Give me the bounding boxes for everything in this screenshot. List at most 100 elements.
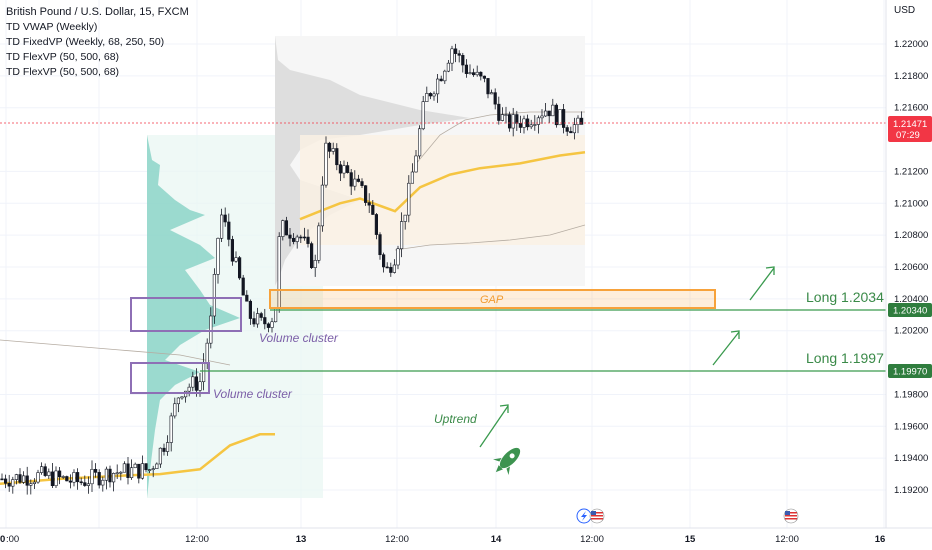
- candle-up: [198, 381, 202, 391]
- candle-down: [7, 483, 11, 487]
- candle-down: [345, 165, 350, 173]
- x-tick-label: 10: [0, 534, 5, 545]
- y-tick-label: 1.21000: [894, 198, 928, 209]
- us-flag-icon[interactable]: [783, 508, 799, 524]
- flash-event-icon[interactable]: [576, 508, 592, 524]
- candle-up: [533, 124, 537, 126]
- y-tick-label: 1.20200: [894, 326, 928, 337]
- candle-up: [209, 315, 213, 344]
- candle-up: [342, 165, 346, 174]
- candle-down: [461, 55, 465, 66]
- svg-text:1.21471: 1.21471: [893, 119, 927, 130]
- candle-up: [500, 114, 505, 121]
- candle-up: [216, 237, 220, 275]
- y-tick-label: 1.20600: [894, 262, 928, 273]
- candle-up: [353, 178, 357, 187]
- flexvp-band-2: [414, 111, 585, 166]
- y-tick-label: 1.20800: [894, 230, 928, 241]
- candle-down: [507, 114, 512, 129]
- candle-down: [76, 472, 80, 483]
- candle-up: [403, 214, 407, 222]
- candle-up: [320, 184, 325, 227]
- flexvp-lower-band: [394, 224, 586, 251]
- time-axis[interactable]: :0010 12:00 13 12:00 14 12:00 15 12:00 16: [0, 534, 885, 545]
- candle-down: [579, 117, 584, 125]
- volume-cluster-box-upper: [130, 297, 242, 332]
- us-flag-icon[interactable]: [589, 508, 605, 524]
- uptrend-arrows: [479, 266, 775, 448]
- candle-down: [479, 71, 483, 77]
- candle-up: [220, 214, 224, 239]
- vwap-segment: [299, 151, 586, 221]
- long-2-price-tag: 1.19970: [888, 364, 932, 378]
- indicator-flexvp-2[interactable]: TD FlexVP (50, 500, 68): [6, 66, 120, 78]
- candle-up: [122, 463, 126, 473]
- candle-up: [61, 476, 65, 478]
- candle-up: [205, 342, 209, 363]
- flexvp-upper-band: [0, 339, 231, 366]
- candle-up: [468, 72, 472, 74]
- candle-up: [234, 257, 238, 262]
- candle-up: [133, 463, 137, 469]
- volume-cluster-label-lower: Volume cluster: [213, 387, 293, 401]
- candle-up: [11, 479, 15, 487]
- candle-down: [126, 463, 130, 478]
- candle-up: [576, 117, 580, 125]
- y-tick-label: 1.21200: [894, 166, 928, 177]
- candle-up: [155, 463, 159, 470]
- candle-down: [108, 468, 112, 483]
- svg-text:1.19970: 1.19970: [893, 367, 927, 378]
- candle-up: [435, 78, 440, 95]
- candle-up: [86, 483, 90, 486]
- candle-up: [140, 463, 145, 479]
- chart-legend: British Pound / U.S. Dollar, 15, FXCM TD…: [6, 5, 189, 80]
- price-axis[interactable]: 1.22000 1.21800 1.21600 1.21200 1.21000 1.208…: [894, 39, 928, 496]
- symbol-title[interactable]: British Pound / U.S. Dollar, 15, FXCM: [6, 6, 189, 18]
- indicator-fixedvp[interactable]: TD FixedVP (Weekly, 68, 250, 50): [6, 36, 165, 48]
- candle-down: [299, 236, 303, 239]
- candle-up: [331, 148, 335, 152]
- candle-down: [356, 178, 361, 182]
- candle-down: [569, 131, 573, 134]
- candle-down: [439, 78, 443, 82]
- y-tick-label: 1.19600: [894, 421, 928, 432]
- gap-zone: [269, 289, 716, 309]
- y-tick-label: 1.22000: [894, 39, 928, 50]
- candle-up: [112, 473, 116, 483]
- candle-up: [421, 101, 425, 130]
- candle-down: [83, 482, 87, 486]
- candle-up: [180, 396, 184, 399]
- candle-up: [32, 481, 36, 484]
- candle-up: [184, 390, 188, 398]
- candle-down: [248, 300, 253, 319]
- candle-down: [493, 92, 497, 105]
- candle-down: [565, 127, 569, 132]
- candle-down: [79, 481, 83, 484]
- candle-down: [464, 64, 469, 74]
- candle-down: [0, 478, 4, 481]
- candle-down: [471, 72, 476, 76]
- candle-up: [14, 474, 18, 480]
- candle-down: [378, 234, 382, 256]
- currency-label: USD: [894, 5, 916, 16]
- candle-up: [119, 471, 123, 474]
- candle-down: [302, 236, 307, 239]
- candle-up: [54, 470, 58, 487]
- candle-down: [547, 110, 551, 117]
- svg-text:07:29: 07:29: [896, 130, 920, 141]
- candle-down: [194, 376, 199, 391]
- candle-down: [137, 463, 141, 479]
- candle-down: [561, 109, 566, 128]
- candle-down: [68, 480, 72, 483]
- candle-up: [504, 114, 508, 116]
- candle-down: [389, 267, 393, 273]
- candle-down: [518, 123, 522, 128]
- indicator-vwap[interactable]: TD VWAP (Weekly): [6, 21, 98, 33]
- candle-down: [259, 313, 263, 318]
- long-1-price-tag: 1.20340: [888, 303, 932, 317]
- indicator-flexvp-1[interactable]: TD FlexVP (50, 500, 68): [6, 51, 120, 63]
- y-tick-label: 1.21800: [894, 71, 928, 82]
- candle-down: [306, 236, 310, 244]
- candle-down: [291, 237, 296, 242]
